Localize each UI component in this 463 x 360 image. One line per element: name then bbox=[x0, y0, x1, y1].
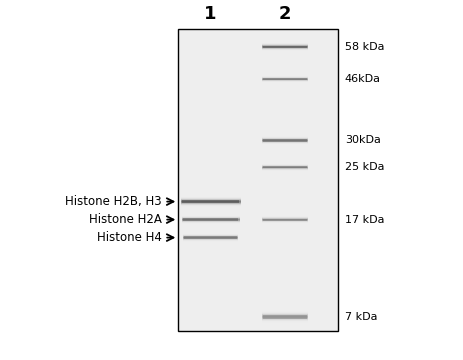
Bar bbox=[183, 219, 238, 221]
Bar bbox=[184, 237, 237, 239]
Bar bbox=[263, 219, 307, 221]
Text: 17 kDa: 17 kDa bbox=[345, 215, 384, 225]
Bar bbox=[263, 78, 307, 80]
Text: Histone H4: Histone H4 bbox=[97, 231, 162, 244]
Bar bbox=[178, 29, 338, 331]
Bar bbox=[263, 139, 307, 141]
Text: 30kDa: 30kDa bbox=[345, 135, 381, 145]
Bar bbox=[182, 200, 239, 203]
Text: 2: 2 bbox=[279, 5, 291, 23]
Bar bbox=[263, 315, 307, 319]
Text: 25 kDa: 25 kDa bbox=[345, 162, 384, 172]
Text: Histone H2B, H3: Histone H2B, H3 bbox=[65, 195, 162, 208]
Text: 58 kDa: 58 kDa bbox=[345, 42, 384, 52]
Text: 46kDa: 46kDa bbox=[345, 74, 381, 84]
Text: Histone H2A: Histone H2A bbox=[89, 213, 162, 226]
Bar bbox=[263, 166, 307, 168]
Text: 7 kDa: 7 kDa bbox=[345, 312, 377, 322]
Bar bbox=[263, 46, 307, 48]
Text: 1: 1 bbox=[205, 5, 217, 23]
